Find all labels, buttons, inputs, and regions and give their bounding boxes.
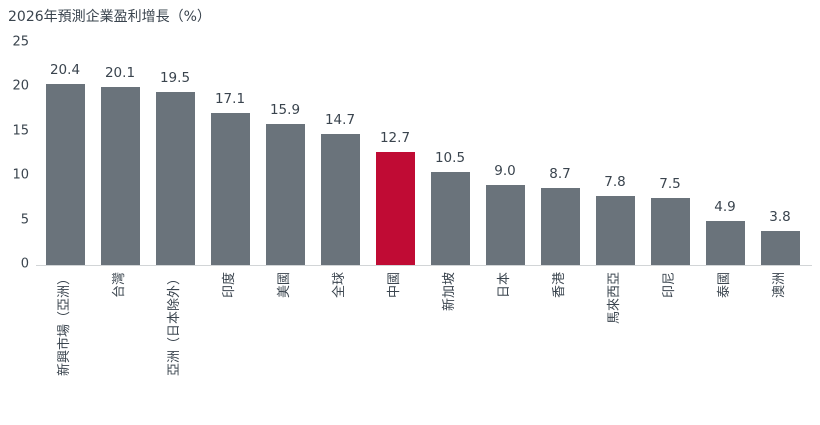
bar: [486, 185, 525, 265]
y-axis-tick-label: 20: [12, 78, 29, 94]
y-axis-tick-label: 5: [20, 212, 29, 228]
x-axis-line: [36, 265, 812, 266]
bar: [156, 92, 195, 265]
bar: [596, 196, 635, 265]
x-axis-label: 澳洲: [772, 272, 787, 299]
bar: [431, 172, 470, 265]
x-axis-label: 香港: [552, 272, 567, 299]
x-axis-label: 台灣: [112, 272, 127, 299]
x-axis-label: 馬來西亞: [607, 272, 622, 325]
y-axis-tick-label: 10: [12, 167, 29, 183]
x-axis-label: 亞洲（日本除外）: [167, 272, 182, 377]
x-axis-label: 日本: [497, 272, 512, 299]
bar-value-label: 7.8: [604, 174, 626, 190]
bar-value-label: 12.7: [379, 130, 411, 146]
y-axis-tick-label: 0: [20, 256, 29, 272]
bar-value-label: 17.1: [214, 91, 246, 107]
bar-value-label: 7.5: [659, 176, 681, 192]
y-axis-tick-label: 25: [12, 34, 29, 50]
x-axis-label: 泰國: [717, 272, 732, 299]
bar-value-label: 19.5: [159, 70, 191, 86]
bar: [266, 124, 305, 265]
x-axis-label: 印度: [222, 272, 237, 299]
chart-title: 2026年預測企業盈利增長（%）: [8, 9, 211, 25]
bar: [541, 188, 580, 265]
bar-value-label: 14.7: [324, 112, 356, 128]
bar: [211, 113, 250, 265]
y-axis-tick-label: 15: [12, 123, 29, 139]
bar-value-label: 8.7: [549, 166, 571, 182]
bar-highlight: [376, 152, 415, 265]
bar: [101, 87, 140, 265]
bar-value-label: 20.1: [104, 65, 136, 81]
bar-value-label: 9.0: [494, 163, 516, 179]
bar: [761, 231, 800, 265]
x-axis-label: 印尼: [662, 272, 677, 299]
bar-value-label: 10.5: [434, 150, 466, 166]
bar-value-label: 15.9: [269, 102, 301, 118]
x-axis-label: 新興市場（亞洲）: [57, 272, 72, 377]
bar: [46, 84, 85, 265]
bar-value-label: 20.4: [49, 62, 81, 78]
bar: [706, 221, 745, 265]
bar-value-label: 3.8: [769, 209, 791, 225]
x-axis-label: 新加坡: [442, 272, 457, 312]
x-axis-label: 美國: [277, 272, 292, 299]
x-axis-label: 中國: [387, 272, 402, 299]
bar: [651, 198, 690, 265]
x-axis-label: 全球: [332, 272, 347, 299]
bar-value-label: 4.9: [714, 199, 736, 215]
bar: [321, 134, 360, 265]
